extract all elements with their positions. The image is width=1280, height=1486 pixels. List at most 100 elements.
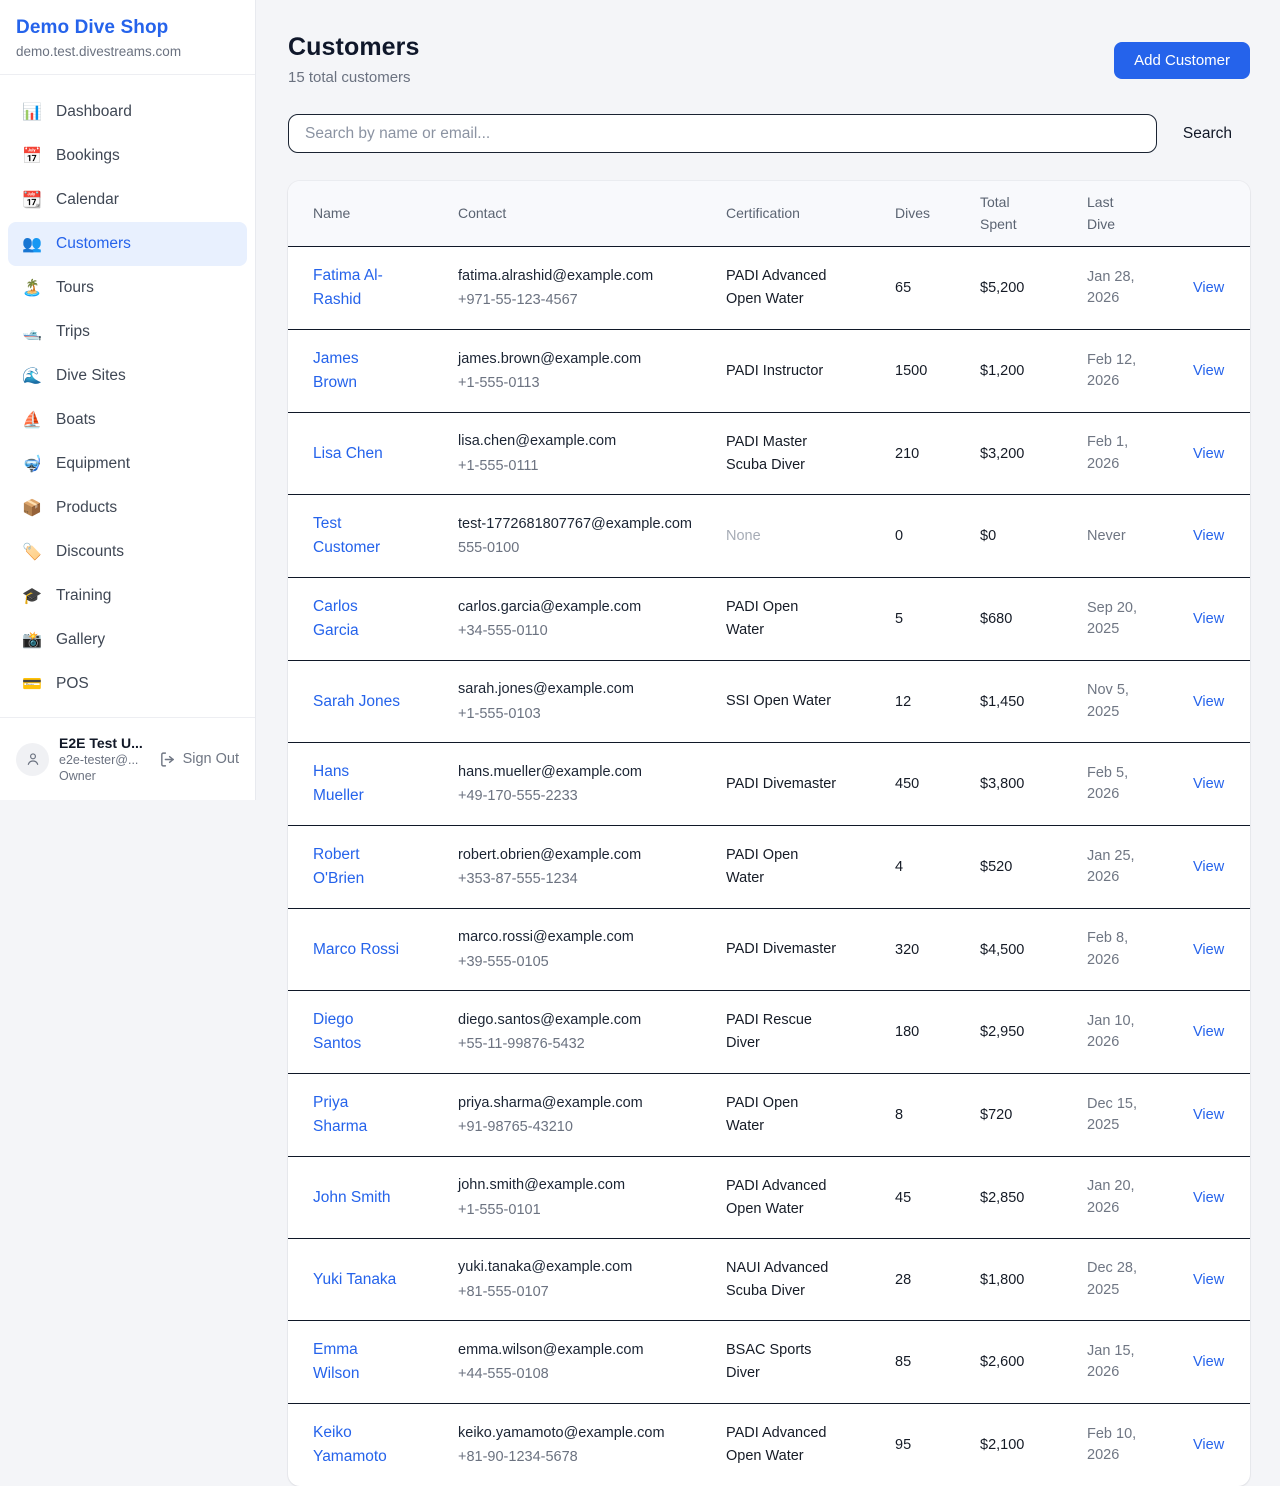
customer-name-link[interactable]: Sarah Jones	[313, 692, 401, 710]
sidebar-item-tours[interactable]: 🏝️ Tours	[8, 266, 247, 310]
customer-name-link[interactable]: Test Customer	[313, 515, 381, 557]
customer-name-link[interactable]: Emma Wilson	[313, 1341, 360, 1383]
certification-value: PADI Rescue Diver	[726, 1012, 812, 1052]
total-spent: $4,500	[980, 941, 1025, 958]
sidebar-item-label: Training	[56, 587, 112, 604]
view-link[interactable]: View	[1193, 611, 1225, 628]
customer-phone: +34-555-0110	[458, 623, 548, 640]
sidebar-item-products[interactable]: 📦 Products	[8, 486, 247, 530]
view-link[interactable]: View	[1193, 363, 1225, 380]
discounts-icon: 🏷️	[22, 544, 42, 561]
sidebar-footer: E2E Test U... e2e-tester@... Owner Sign …	[0, 717, 255, 800]
customer-name-link[interactable]: Keiko Yamamoto	[313, 1424, 387, 1466]
customer-name-link[interactable]: Carlos Garcia	[313, 598, 359, 640]
view-link[interactable]: View	[1193, 1024, 1225, 1041]
dives-count: 180	[895, 1024, 920, 1041]
certification-value: PADI Open Water	[726, 1095, 799, 1135]
customer-email: priya.sharma@example.com	[458, 1094, 643, 1111]
add-customer-button[interactable]: Add Customer	[1114, 42, 1250, 79]
table-row: Marco Rossi marco.rossi@example.com +39-55…	[288, 908, 1250, 991]
customer-name-link[interactable]: Robert O'Brien	[313, 846, 365, 888]
main-content: Customers 15 total customers Add Custome…	[288, 0, 1250, 1486]
customer-email: fatima.alrashid@example.com	[458, 267, 654, 284]
view-link[interactable]: View	[1193, 445, 1225, 462]
dives-count: 1500	[895, 363, 928, 380]
sidebar-item-dashboard[interactable]: 📊 Dashboard	[8, 90, 247, 134]
sidebar-item-pos[interactable]: 💳 POS	[8, 662, 247, 706]
certification-value: SSI Open Water	[726, 693, 832, 710]
customer-name-link[interactable]: Diego Santos	[313, 1011, 362, 1053]
view-link[interactable]: View	[1193, 280, 1225, 297]
shop-name: Demo Dive Shop	[16, 17, 169, 38]
view-link[interactable]: View	[1193, 1271, 1225, 1288]
customer-phone: +39-555-0105	[458, 953, 549, 970]
total-spent: $520	[980, 859, 1013, 876]
customer-name-link[interactable]: Fatima Al-Rashid	[313, 267, 383, 309]
user-role: Owner	[59, 769, 96, 784]
column-header-certification: Certification	[726, 181, 895, 248]
customer-phone: +44-555-0108	[458, 1366, 549, 1383]
customer-phone: +353-87-555-1234	[458, 871, 578, 888]
table-row: Robert O'Brien robert.obrien@example.com +…	[288, 825, 1250, 909]
dives-count: 210	[895, 445, 920, 462]
customer-name-link[interactable]: Priya Sharma	[313, 1094, 368, 1136]
table-row: Sarah Jones sarah.jones@example.com +1-555…	[288, 660, 1250, 743]
view-link[interactable]: View	[1193, 1354, 1225, 1371]
dives-count: 8	[895, 1107, 904, 1124]
dives-count: 85	[895, 1354, 912, 1371]
last-dive: Dec 28, 2025	[1087, 1260, 1137, 1298]
column-header-total-spent: Total Spent	[980, 181, 1087, 248]
customer-name-link[interactable]: Lisa Chen	[313, 444, 383, 462]
search-input[interactable]	[288, 114, 1157, 153]
view-link[interactable]: View	[1193, 941, 1225, 958]
customer-name-link[interactable]: John Smith	[313, 1188, 391, 1206]
sidebar-item-label: Products	[56, 499, 118, 516]
customer-email: emma.wilson@example.com	[458, 1341, 644, 1358]
customer-phone: +1-555-0113	[458, 375, 540, 392]
last-dive: Sep 20, 2025	[1087, 599, 1137, 638]
dives-count: 28	[895, 1271, 912, 1288]
sidebar-item-bookings[interactable]: 📅 Bookings	[8, 134, 247, 178]
shop-domain: demo.test.divestreams.com	[16, 44, 182, 59]
sidebar-item-calendar[interactable]: 📆 Calendar	[8, 178, 247, 222]
view-link[interactable]: View	[1193, 1437, 1225, 1454]
sidebar-item-discounts[interactable]: 🏷️ Discounts	[8, 530, 247, 574]
table-row: Test Customer test-1772681807767@example.…	[288, 494, 1250, 578]
view-link[interactable]: View	[1193, 693, 1225, 710]
view-link[interactable]: View	[1193, 859, 1225, 876]
customer-name-link[interactable]: Yuki Tanaka	[313, 1270, 397, 1288]
column-header-contact: Contact	[458, 181, 726, 248]
view-link[interactable]: View	[1193, 1189, 1225, 1206]
customer-phone: +1-555-0103	[458, 705, 541, 722]
customer-name-link[interactable]: James Brown	[313, 350, 359, 392]
certification-value: PADI Open Water	[726, 599, 799, 639]
customers-table-card: Name Contact Certification Dives Total Spent…	[288, 181, 1250, 1486]
customer-name-link[interactable]: Hans Mueller	[313, 763, 364, 805]
customer-phone: +1-555-0111	[458, 457, 539, 474]
sidebar-item-training[interactable]: 🎓 Training	[8, 574, 247, 618]
customer-name-link[interactable]: Marco Rossi	[313, 940, 400, 958]
customer-email: hans.mueller@example.com	[458, 763, 642, 780]
view-link[interactable]: View	[1193, 1107, 1225, 1124]
sidebar-item-customers[interactable]: 👥 Customers	[8, 222, 247, 266]
sidebar-item-trips[interactable]: 🛥️ Trips	[8, 310, 247, 354]
sidebar-item-label: Gallery	[56, 631, 106, 648]
sidebar-item-label: Dashboard	[56, 103, 132, 120]
sidebar-item-gallery[interactable]: 📸 Gallery	[8, 618, 247, 662]
table-row: Diego Santos diego.santos@example.com +55-…	[288, 990, 1250, 1074]
total-spent: $2,950	[980, 1024, 1025, 1041]
sign-out-button[interactable]: Sign Out	[159, 751, 239, 768]
last-dive: Jan 25, 2026	[1087, 847, 1135, 886]
customer-phone: 555-0100	[458, 540, 520, 557]
sidebar-item-equipment[interactable]: 🤿 Equipment	[8, 442, 247, 486]
view-link[interactable]: View	[1193, 528, 1225, 545]
column-header-dives: Dives	[895, 181, 980, 248]
search-button[interactable]: Search	[1182, 124, 1232, 142]
sidebar: Demo Dive Shop demo.test.divestreams.com…	[0, 0, 256, 800]
sidebar-item-dive-sites[interactable]: 🌊 Dive Sites	[8, 354, 247, 398]
sidebar-item-boats[interactable]: ⛵ Boats	[8, 398, 247, 442]
view-link[interactable]: View	[1193, 776, 1225, 793]
bookings-icon: 📅	[22, 148, 42, 165]
customer-email: diego.santos@example.com	[458, 1011, 642, 1028]
dives-count: 65	[895, 280, 912, 297]
